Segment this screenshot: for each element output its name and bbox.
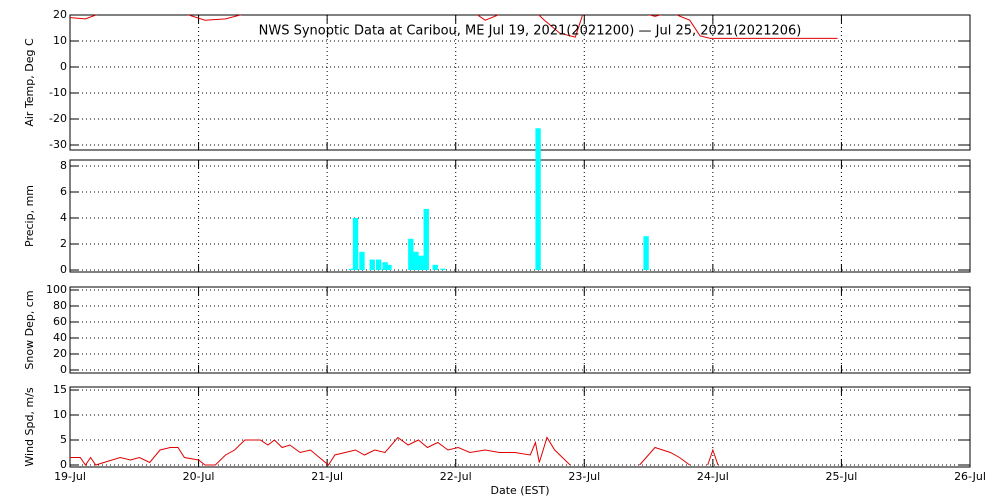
frame xyxy=(69,14,971,151)
bar xyxy=(432,264,438,270)
y-tick-label: 5 xyxy=(60,433,67,446)
y-tick-label: 10 xyxy=(53,408,67,421)
y-axis-label: Snow Dep, cm xyxy=(23,290,36,369)
y-tick-label: 40 xyxy=(53,331,67,344)
bar xyxy=(382,262,388,270)
x-tick-label: 20-Jul xyxy=(183,470,215,483)
bar xyxy=(386,264,392,270)
frame xyxy=(69,286,971,374)
bar xyxy=(408,238,414,270)
data-line xyxy=(707,448,719,466)
bar xyxy=(643,236,649,270)
x-tick-label: 26-Jul xyxy=(954,470,986,483)
y-tick-label: 60 xyxy=(53,315,67,328)
y-tick-label: 10 xyxy=(53,34,67,47)
y-tick-label: 4 xyxy=(60,211,67,224)
bar xyxy=(423,208,429,270)
y-tick-label: 6 xyxy=(60,185,67,198)
bar xyxy=(352,218,359,270)
y-tick-label: 100 xyxy=(46,283,67,296)
y-tick-label: 20 xyxy=(53,8,67,21)
y-tick-label: -30 xyxy=(49,138,67,151)
bar xyxy=(369,259,375,270)
x-tick-label: 24-Jul xyxy=(697,470,729,483)
data-line xyxy=(639,446,691,466)
bar xyxy=(413,251,419,270)
y-tick-label: 80 xyxy=(53,299,67,312)
y-axis-label: Precip, mm xyxy=(23,185,36,247)
y-tick-label: 0 xyxy=(60,263,67,276)
x-tick-label: 19-Jul xyxy=(54,470,86,483)
bar xyxy=(376,259,382,270)
x-tick-label: 25-Jul xyxy=(825,470,857,483)
frame xyxy=(69,159,971,273)
bar xyxy=(349,268,355,270)
chart-title: NWS Synoptic Data at Caribou, ME Jul 19,… xyxy=(259,24,802,39)
y-tick-label: -10 xyxy=(49,86,67,99)
y-tick-label: 20 xyxy=(53,347,67,360)
x-tick-label: 21-Jul xyxy=(311,470,343,483)
data-line xyxy=(70,436,571,466)
frame xyxy=(69,386,971,468)
y-axis-label: Air Temp, Deg C xyxy=(23,38,36,127)
y-axis-label: Wind Spd, m/s xyxy=(23,387,36,467)
bar xyxy=(440,268,446,270)
bar xyxy=(359,251,365,270)
bar xyxy=(535,128,541,270)
x-tick-label: 23-Jul xyxy=(568,470,600,483)
y-tick-label: 0 xyxy=(60,458,67,471)
bar xyxy=(418,255,424,270)
y-tick-label: 0 xyxy=(60,363,67,376)
y-tick-label: 0 xyxy=(60,60,67,73)
y-tick-label: -20 xyxy=(49,112,67,125)
y-tick-label: 15 xyxy=(53,383,67,396)
y-tick-label: 2 xyxy=(60,237,67,250)
y-tick-label: 8 xyxy=(60,159,67,172)
x-tick-label: 22-Jul xyxy=(440,470,472,483)
x-axis-label: Date (EST) xyxy=(490,484,549,497)
